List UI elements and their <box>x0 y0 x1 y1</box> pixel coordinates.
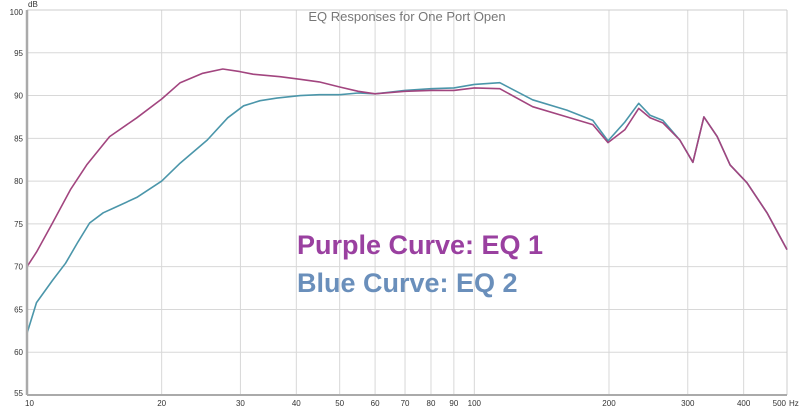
x-tick-label: 500 <box>773 399 787 408</box>
y-tick-labels: 55 60 65 70 75 80 85 90 95 100 <box>10 8 24 398</box>
x-tick-label: 60 <box>371 399 380 408</box>
x-tick-labels: 10 20 30 40 50 60 70 80 90 100 200 300 400 500 <box>25 399 787 408</box>
y-tick-label: 85 <box>14 134 23 143</box>
x-axis-unit: Hz <box>789 399 799 408</box>
x-tick-label: 70 <box>401 399 410 408</box>
x-tick-label: 400 <box>737 399 751 408</box>
series-lines <box>26 68 788 334</box>
y-axis-label: dB <box>28 0 38 9</box>
x-tick-label: 300 <box>681 399 695 408</box>
chart-title: EQ Responses for One Port Open <box>308 9 505 24</box>
y-tick-label: 70 <box>14 263 23 272</box>
y-tick-label: 80 <box>14 177 23 186</box>
x-tick-label: 90 <box>449 399 458 408</box>
x-tick-label: 30 <box>236 399 245 408</box>
y-tick-label: 90 <box>14 92 23 101</box>
y-tick-label: 55 <box>14 389 23 398</box>
annotation-eq1: Purple Curve: EQ 1 <box>297 230 544 260</box>
x-tick-label: 10 <box>25 399 34 408</box>
y-tick-label: 100 <box>10 8 24 17</box>
x-tick-label: 200 <box>602 399 616 408</box>
x-tick-label: 20 <box>157 399 166 408</box>
x-tick-label: 50 <box>335 399 344 408</box>
x-tick-label: 100 <box>468 399 482 408</box>
grid <box>26 9 788 396</box>
x-tick-label: 80 <box>427 399 436 408</box>
x-tick-label: 40 <box>292 399 301 408</box>
y-tick-label: 75 <box>14 220 23 229</box>
series-line-eq-1 <box>26 68 788 268</box>
y-tick-label: 95 <box>14 49 23 58</box>
y-tick-label: 60 <box>14 348 23 357</box>
y-tick-label: 65 <box>14 305 23 314</box>
annotation-eq2: Blue Curve: EQ 2 <box>297 268 518 298</box>
